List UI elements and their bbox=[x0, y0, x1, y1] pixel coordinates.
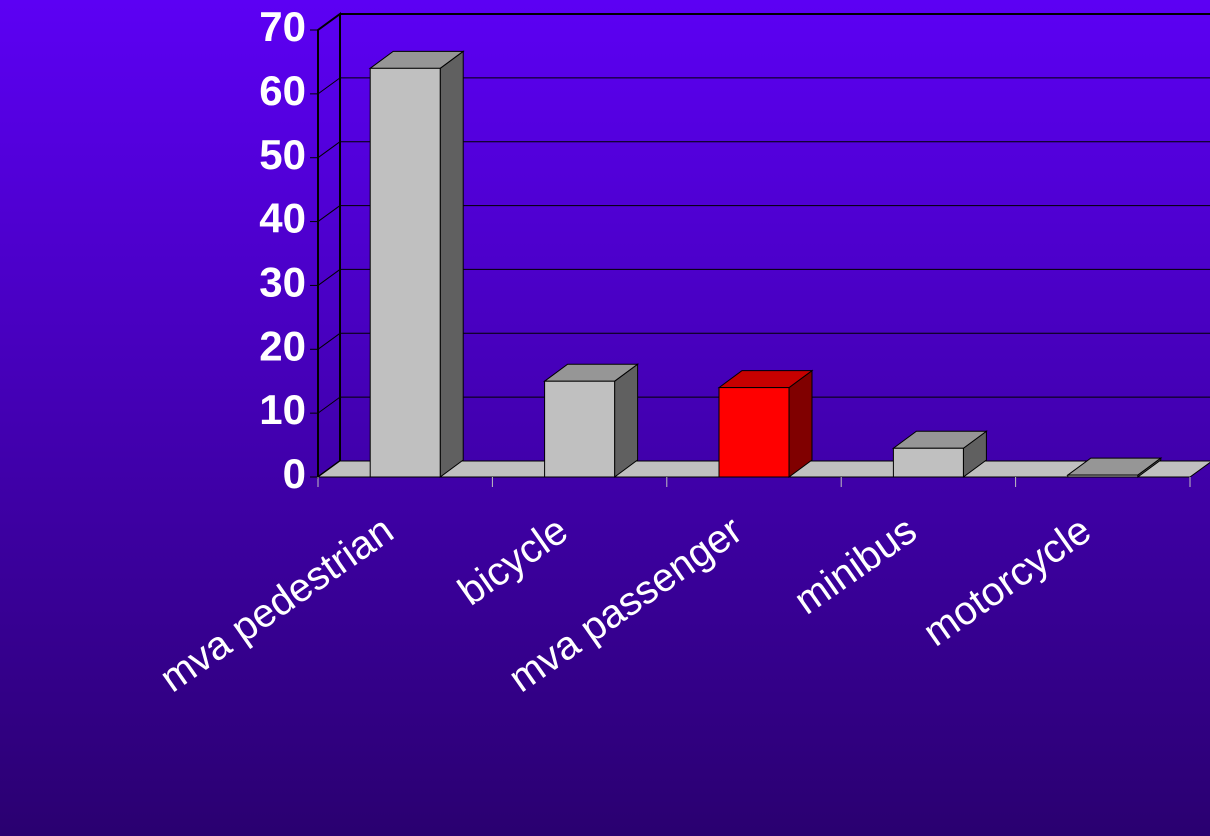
bar bbox=[369, 67, 441, 478]
y-tick-label: 0 bbox=[283, 450, 306, 497]
grid-line bbox=[317, 332, 341, 350]
y-tick-label: 30 bbox=[259, 259, 306, 306]
y-tick-label: 10 bbox=[259, 386, 306, 433]
bar bbox=[1067, 474, 1139, 478]
bar-side bbox=[439, 50, 464, 478]
grid-line bbox=[317, 269, 341, 286]
bar bbox=[718, 387, 790, 478]
grid-line bbox=[317, 205, 341, 222]
grid-line bbox=[317, 141, 341, 159]
y-tick-label: 40 bbox=[259, 195, 306, 242]
y-tick-label: 60 bbox=[259, 67, 306, 114]
grid-line bbox=[317, 13, 341, 31]
bar bbox=[544, 380, 616, 478]
y-tick-label: 20 bbox=[259, 322, 306, 369]
y-tick-label: 50 bbox=[259, 131, 306, 178]
y-tick-label: 70 bbox=[259, 3, 306, 50]
bar bbox=[892, 447, 964, 478]
bar-side bbox=[788, 369, 813, 478]
grid-line bbox=[317, 77, 341, 95]
bar-side bbox=[614, 363, 639, 478]
grid-line bbox=[317, 396, 341, 414]
